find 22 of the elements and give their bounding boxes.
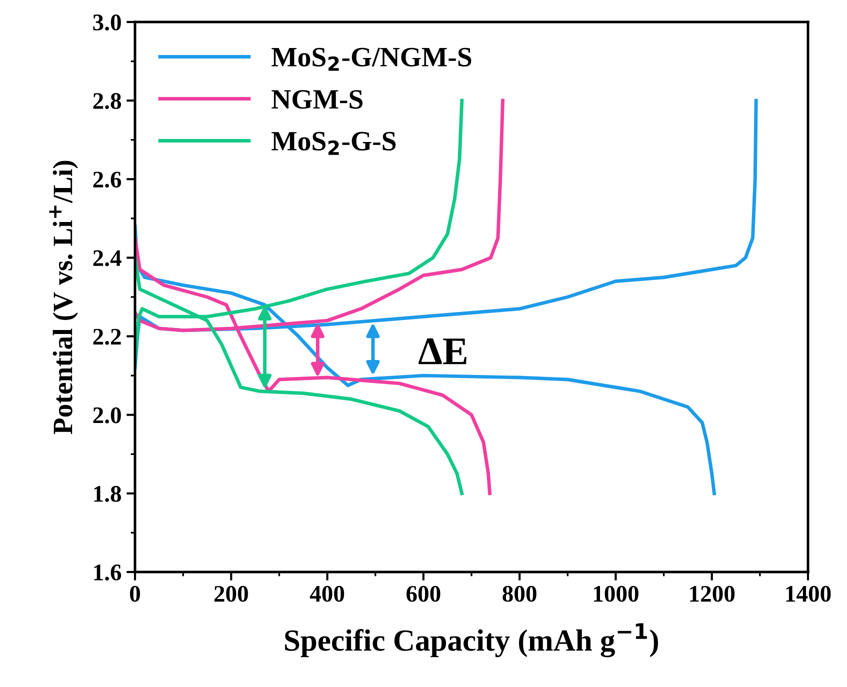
x-tick-label: 400 (310, 586, 344, 602)
y-tick-label: 2.8 (93, 93, 122, 110)
x-tick-label: 1400 (786, 586, 831, 602)
legend-label: MoS$_{2}$-G-S (272, 132, 396, 155)
x-tick-label: 1000 (594, 586, 638, 602)
x-tick-label: 200 (214, 586, 248, 602)
y-tick-label: 3.0 (93, 14, 121, 31)
legend-label: MoS$_{2}$-G/NGM-S (272, 48, 472, 71)
y-tick-label: 1.8 (94, 486, 122, 502)
y-axis-title: Potential (V vs. Li$^{+}$/Li) (49, 160, 78, 434)
x-tick-label: 800 (502, 586, 536, 602)
x-tick-label: 600 (406, 586, 440, 602)
x-tick-label: 0 (130, 586, 140, 602)
y-tick-label: 2.6 (93, 172, 122, 188)
x-axis-title: Specific Capacity (mAh g$^{−1}$) (285, 623, 658, 658)
y-tick-label: 2.4 (93, 250, 122, 266)
annotation: ΔE (418, 338, 466, 364)
y-tick-label: 2.0 (93, 407, 121, 424)
y-tick-label: 2.2 (93, 328, 121, 345)
y-tick-label: 1.6 (94, 564, 122, 581)
legend-label: NGM-S (272, 90, 363, 109)
x-tick-label: 1200 (690, 586, 735, 602)
